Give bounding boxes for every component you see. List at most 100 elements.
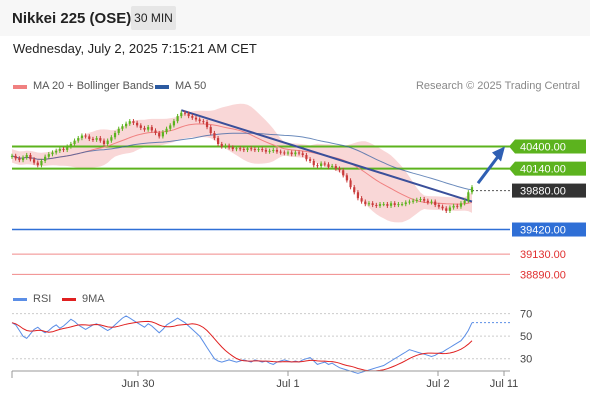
candle (165, 126, 168, 135)
candle-body (128, 121, 131, 124)
candle (110, 135, 113, 143)
candle-body (345, 175, 348, 181)
candle-body (66, 146, 69, 150)
candle-body (113, 133, 117, 138)
candle (250, 146, 253, 152)
candle (419, 196, 422, 203)
candle (246, 146, 249, 153)
candle-body (51, 152, 54, 155)
candle (305, 152, 308, 162)
candle-body (95, 138, 98, 140)
candle (88, 134, 91, 142)
candle-body (246, 148, 249, 150)
candle-body (312, 160, 315, 166)
rsi-legend-swatch (13, 298, 27, 301)
candle (323, 161, 326, 167)
candle (463, 198, 466, 206)
candle-body (430, 201, 433, 203)
candle (139, 123, 142, 131)
candle-body (198, 119, 201, 122)
candle-body (297, 152, 301, 154)
candle (132, 119, 135, 125)
candle (459, 201, 463, 209)
candle (136, 120, 139, 128)
candle (356, 190, 360, 201)
ma50-line (11, 132, 473, 191)
level-label-box (512, 222, 586, 237)
candle-body (360, 198, 363, 202)
candle (415, 197, 418, 203)
candle-body (169, 125, 172, 129)
candle-body (88, 136, 91, 139)
candle-body (143, 127, 146, 130)
header-bar: Nikkei 225 (OSE) 30 MIN (0, 0, 590, 36)
candle-body (84, 135, 87, 137)
candle (268, 148, 271, 154)
candle (408, 199, 411, 205)
candle (334, 163, 337, 171)
candle (349, 178, 352, 190)
candle-body (139, 125, 142, 128)
candle-body (242, 149, 245, 151)
candle-body (301, 153, 304, 156)
candle-body (18, 158, 21, 161)
candle (106, 138, 109, 147)
candle-body (470, 187, 474, 193)
candle (62, 146, 65, 153)
candle-body (205, 122, 209, 128)
candle (308, 157, 312, 164)
candle (456, 203, 459, 209)
candle (382, 202, 385, 207)
candle-body (404, 202, 407, 205)
candle (169, 123, 172, 131)
candle-body (29, 155, 32, 160)
candle-body (349, 180, 352, 188)
candle-body (308, 159, 312, 161)
candle-body (77, 138, 80, 141)
candle-body (224, 145, 227, 147)
level-label-box (509, 139, 586, 154)
level-label-3: 39420.00 (512, 222, 586, 237)
candle-body (165, 128, 168, 133)
candle-body (40, 160, 43, 166)
candle-body (378, 204, 382, 206)
candle (448, 205, 452, 214)
candle (434, 199, 437, 208)
candle (264, 147, 268, 154)
candle (58, 146, 61, 153)
candle (338, 166, 341, 173)
candle-body (434, 201, 437, 205)
candle (66, 144, 69, 153)
candle-body (161, 132, 164, 137)
candle-body (69, 144, 72, 147)
candle (452, 203, 455, 210)
candle (441, 204, 444, 211)
candle-body (316, 165, 319, 167)
candle (95, 135, 98, 142)
candle (32, 157, 36, 165)
candle (279, 149, 282, 155)
candle-body (279, 151, 282, 153)
rsi-axis-label: 30 (520, 354, 532, 366)
candle-body (132, 121, 135, 123)
candle (301, 151, 304, 158)
candle (172, 119, 176, 128)
level-label-text: 40400.00 (520, 142, 566, 154)
candle (272, 147, 275, 153)
candle-body (459, 203, 463, 207)
candle-body (150, 127, 153, 131)
candle (102, 138, 106, 147)
candle (147, 124, 150, 132)
candle (80, 133, 84, 141)
candle-body (338, 168, 341, 171)
candle-body (382, 204, 385, 206)
candle-body (353, 187, 356, 193)
candle (275, 147, 279, 154)
candle-body (283, 152, 286, 154)
candle (51, 150, 54, 157)
candle-body (58, 149, 61, 151)
interval-button[interactable]: 30 MIN (131, 6, 176, 30)
candle-body (110, 137, 113, 141)
ma20-legend-swatch (13, 85, 27, 89)
